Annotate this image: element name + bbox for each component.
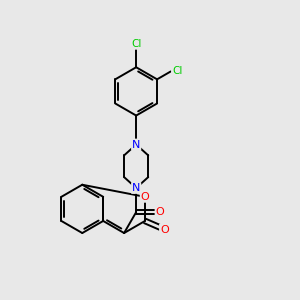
Text: Cl: Cl — [131, 39, 141, 49]
Text: Cl: Cl — [172, 67, 182, 76]
Text: N: N — [132, 183, 140, 193]
Text: O: O — [141, 192, 149, 202]
Text: O: O — [156, 207, 164, 217]
Text: N: N — [132, 140, 140, 149]
Text: O: O — [160, 225, 169, 235]
